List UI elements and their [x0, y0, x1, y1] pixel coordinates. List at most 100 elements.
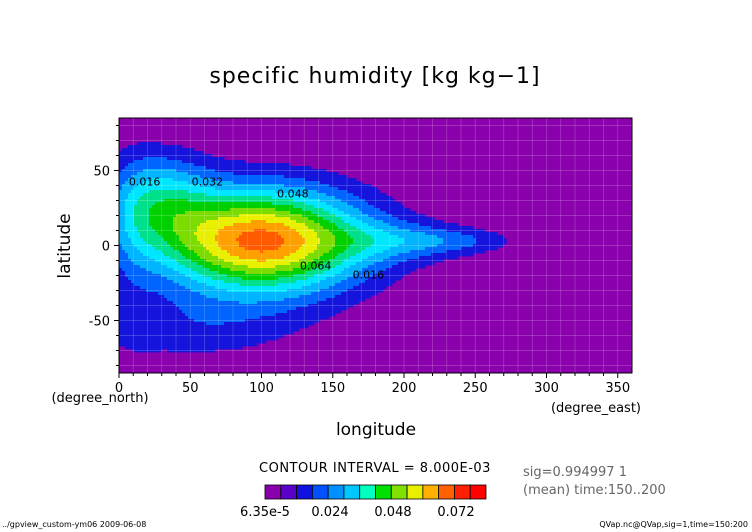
contour-band-cell	[173, 337, 177, 341]
contour-band-cell	[239, 220, 243, 224]
contour-band-cell	[155, 271, 159, 275]
contour-band-cell	[182, 331, 186, 335]
contour-band-cell	[200, 256, 204, 260]
contour-band-cell	[134, 202, 138, 206]
contour-band-cell	[158, 319, 162, 323]
contour-band-cell	[167, 262, 171, 266]
contour-band-cell	[272, 274, 276, 278]
contour-band-cell	[248, 163, 252, 167]
contour-band-cell	[224, 274, 228, 278]
contour-band-cell	[293, 253, 297, 257]
contour-band-cell	[257, 178, 261, 182]
contour-band-cell	[122, 169, 126, 173]
contour-band-cell	[323, 217, 327, 221]
contour-band-cell	[284, 277, 288, 281]
contour-band-cell	[344, 202, 348, 206]
contour-band-cell	[194, 268, 198, 272]
contour-band-cell	[233, 232, 237, 236]
contour-band-cell	[185, 205, 189, 209]
contour-band-cell	[164, 214, 168, 218]
contour-band-cell	[326, 271, 330, 275]
contour-band-cell	[140, 292, 144, 296]
contour-band-cell	[176, 211, 180, 215]
contour-band-cell	[308, 217, 312, 221]
contour-band-cell	[254, 163, 258, 167]
contour-band-cell	[212, 241, 216, 245]
contour-band-cell	[251, 250, 255, 254]
contour-band-cell	[272, 271, 276, 275]
contour-band-cell	[215, 226, 219, 230]
contour-band-cell	[215, 262, 219, 266]
contour-band-cell	[140, 259, 144, 263]
contour-band-cell	[212, 328, 216, 332]
contour-band-cell	[296, 253, 300, 257]
contour-band-cell	[233, 199, 237, 203]
contour-band-cell	[203, 232, 207, 236]
contour-band-cell	[320, 265, 324, 269]
contour-band-cell	[329, 172, 333, 176]
contour-band-cell	[308, 226, 312, 230]
contour-band-cell	[188, 217, 192, 221]
contour-band-cell	[272, 169, 276, 173]
contour-band-cell	[281, 271, 285, 275]
contour-band-cell	[176, 190, 180, 194]
contour-band-cell	[197, 223, 201, 227]
contour-band-cell	[161, 337, 165, 341]
contour-band-cell	[164, 148, 168, 152]
contour-band-cell	[296, 232, 300, 236]
contour-band-cell	[254, 343, 258, 347]
contour-band-cell	[164, 226, 168, 230]
contour-band-cell	[179, 259, 183, 263]
contour-band-cell	[332, 304, 336, 308]
contour-band-cell	[338, 208, 342, 212]
contour-band-cell	[266, 289, 270, 293]
contour-band-cell	[221, 202, 225, 206]
contour-band-cell	[182, 151, 186, 155]
contour-band-cell	[137, 238, 141, 242]
contour-band-cell	[170, 298, 174, 302]
contour-band-cell	[302, 253, 306, 257]
contour-band-cell	[191, 223, 195, 227]
contour-band-cell	[215, 181, 219, 185]
contour-band-cell	[152, 229, 156, 233]
contour-band-cell	[218, 301, 222, 305]
contour-band-cell	[260, 241, 264, 245]
contour-band-cell	[290, 184, 294, 188]
contour-band-cell	[230, 223, 234, 227]
contour-band-cell	[281, 280, 285, 284]
contour-band-cell	[161, 187, 165, 191]
contour-band-cell	[215, 334, 219, 338]
contour-band-cell	[302, 187, 306, 191]
contour-band-cell	[146, 145, 150, 149]
contour-band-cell	[326, 214, 330, 218]
contour-band-cell	[356, 241, 360, 245]
contour-band-cell	[152, 151, 156, 155]
contour-band-cell	[125, 340, 129, 344]
contour-band-cell	[185, 211, 189, 215]
contour-band-cell	[215, 322, 219, 326]
contour-band-cell	[185, 190, 189, 194]
contour-band-cell	[194, 262, 198, 266]
contour-band-cell	[143, 166, 147, 170]
contour-band-cell	[143, 238, 147, 242]
contour-band-cell	[167, 316, 171, 320]
contour-band-cell	[344, 181, 348, 185]
contour-band-cell	[149, 307, 153, 311]
contour-band-cell	[167, 172, 171, 176]
contour-band-cell	[161, 271, 165, 275]
contour-band-cell	[299, 259, 303, 263]
contour-band-cell	[200, 319, 204, 323]
contour-band-cell	[197, 331, 201, 335]
contour-band-cell	[257, 175, 261, 179]
contour-band-cell	[320, 301, 324, 305]
contour-band-cell	[128, 157, 132, 161]
contour-band-cell	[251, 244, 255, 248]
contour-band-cell	[185, 316, 189, 320]
contour-band-cell	[317, 202, 321, 206]
contour-band-cell	[251, 301, 255, 305]
contour-band-cell	[119, 241, 123, 245]
contour-band-cell	[188, 196, 192, 200]
contour-band-cell	[149, 208, 153, 212]
contour-band-cell	[152, 295, 156, 299]
contour-band-cell	[263, 283, 267, 287]
